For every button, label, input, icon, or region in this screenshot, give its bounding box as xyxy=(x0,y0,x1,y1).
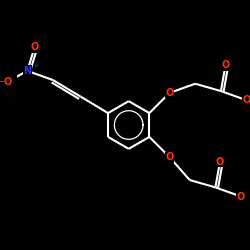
Text: O: O xyxy=(30,42,39,52)
Text: O: O xyxy=(221,60,230,70)
Text: O: O xyxy=(166,88,174,98)
Text: O: O xyxy=(242,95,250,105)
Text: O: O xyxy=(216,157,224,167)
Text: +: + xyxy=(32,63,38,69)
Text: O: O xyxy=(237,192,245,202)
Text: N: N xyxy=(23,66,32,76)
Text: O: O xyxy=(166,152,174,162)
Text: −: − xyxy=(0,78,4,86)
Text: O: O xyxy=(3,77,11,87)
